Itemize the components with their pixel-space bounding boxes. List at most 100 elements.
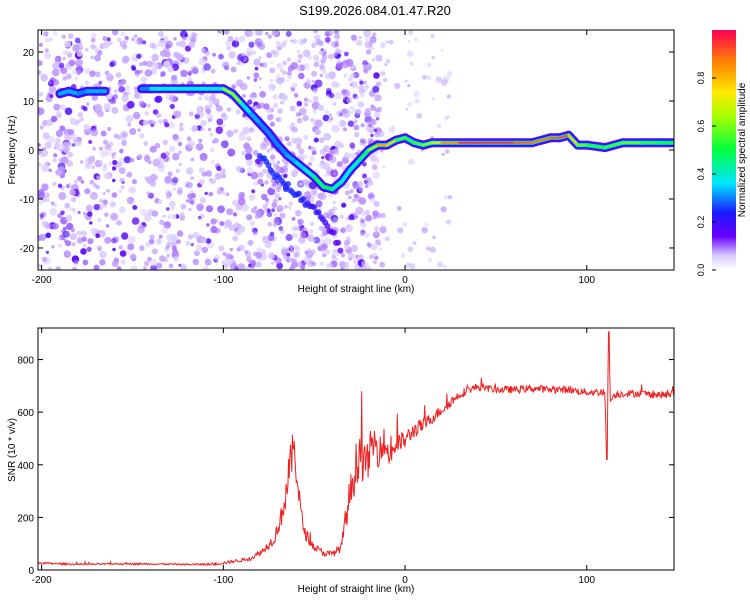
noise-speckle [264,180,269,185]
noise-speckle [90,37,96,43]
noise-speckle [348,195,352,200]
noise-speckle [338,261,346,268]
noise-speckle [290,39,293,43]
x-tick-label: -200 [32,275,52,286]
noise-speckle [203,63,211,71]
noise-speckle [324,109,330,115]
noise-speckle [100,150,108,158]
noise-speckle [172,187,177,191]
noise-speckle [120,185,125,189]
ridge-segment [367,144,379,152]
noise-speckle [236,247,241,252]
noise-speckle [343,239,350,246]
noise-speckle [253,72,260,79]
noise-speckle [90,128,99,137]
noise-speckle [147,119,153,125]
branch-point [315,209,322,216]
noise-speckle [326,94,330,97]
x-tick-label: 100 [578,575,595,586]
noise-speckle [171,207,175,211]
noise-speckle [155,95,163,104]
noise-speckle [219,168,227,175]
noise-speckle [296,66,302,72]
noise-speckle [64,202,71,209]
noise-speckle [102,191,106,196]
noise-speckle [338,142,344,148]
noise-speckle [45,232,51,239]
noise-speckle [144,214,152,222]
noise-speckle [126,100,135,109]
noise-speckle [323,231,328,237]
noise-speckle [45,250,50,254]
noise-speckle [281,173,284,177]
noise-speckle [274,260,278,264]
noise-speckle [280,100,285,105]
noise-speckle [104,212,109,217]
noise-speckle [142,60,148,66]
noise-speckle [169,94,177,103]
noise-speckle [133,93,140,99]
noise-speckle [323,173,328,178]
noise-speckle [151,248,158,255]
noise-speckle [94,54,101,62]
noise-speckle [62,57,66,61]
noise-speckle [184,45,192,52]
noise-speckle [363,232,370,238]
noise-speckle [85,204,93,212]
noise-speckle [340,227,346,234]
noise-speckle [365,107,371,114]
noise-speckle [200,48,206,53]
noise-speckle [367,192,375,199]
noise-speckle [61,156,69,164]
snr-frame [37,327,675,571]
ridge-segment [285,153,298,164]
noise-speckle [113,89,119,94]
noise-speckle [137,128,141,132]
noise-speckle [372,32,377,37]
noise-speckle [273,213,278,217]
noise-speckle [246,76,250,80]
noise-speckle [80,160,84,164]
noise-speckle [276,205,284,213]
noise-speckle [328,92,335,99]
ridge-segment [276,144,288,156]
noise-speckle [179,212,185,217]
noise-speckle [157,39,166,48]
noise-speckle [310,146,316,152]
noise-speckle [388,126,396,133]
noise-speckle [95,233,100,238]
noise-speckle [315,38,322,46]
noise-speckle [268,252,275,260]
colorbar-label: Normalized spectral amplitude [737,82,748,217]
noise-speckle [65,73,72,80]
noise-speckle [276,160,280,164]
noise-speckle [414,98,420,104]
noise-speckle [139,208,148,217]
noise-speckle [164,122,170,128]
noise-speckle [69,233,77,241]
noise-speckle [49,94,54,98]
noise-speckle [307,55,313,60]
noise-speckle [131,179,137,185]
noise-speckle [204,258,212,266]
noise-speckle [71,197,77,203]
noise-speckle [159,255,166,262]
noise-speckle [190,200,195,205]
noise-speckle [178,126,184,132]
noise-speckle [293,251,300,258]
noise-speckle [142,119,149,126]
noise-speckle [111,106,119,115]
noise-speckle [241,203,250,212]
noise-speckle [345,224,353,233]
noise-speckle [407,246,414,253]
noise-speckle [50,115,58,123]
noise-speckle [444,115,449,121]
noise-speckle [86,102,90,106]
noise-speckle [258,77,262,81]
y-tick-label: 400 [17,461,34,472]
noise-speckle [173,110,182,119]
noise-speckle [187,234,194,240]
noise-speckle [349,142,356,149]
noise-speckle [360,123,365,128]
noise-speckle [324,73,331,80]
